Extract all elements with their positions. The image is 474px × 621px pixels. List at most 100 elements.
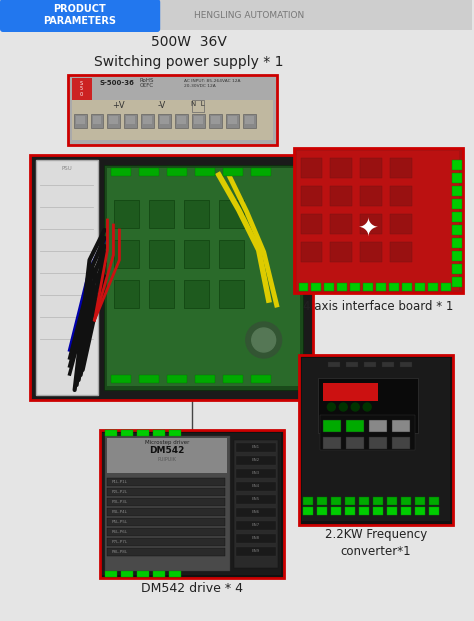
- Bar: [382, 362, 394, 367]
- Bar: [236, 482, 276, 491]
- Bar: [121, 430, 133, 436]
- Bar: [345, 497, 355, 505]
- Text: DM542: DM542: [149, 446, 185, 455]
- Bar: [331, 497, 341, 505]
- Bar: [301, 242, 322, 262]
- Text: EN9: EN9: [252, 549, 260, 553]
- Bar: [390, 242, 412, 262]
- Bar: [429, 497, 439, 505]
- Bar: [441, 283, 451, 291]
- Text: AC INPUT: 85-264VAC 12A: AC INPUT: 85-264VAC 12A: [184, 79, 241, 83]
- Bar: [219, 280, 244, 308]
- Text: -V: -V: [157, 101, 165, 110]
- Bar: [108, 498, 225, 506]
- Circle shape: [351, 403, 359, 411]
- Bar: [158, 114, 171, 128]
- Bar: [345, 507, 355, 515]
- Bar: [359, 507, 369, 515]
- Text: DM542 drive * 4: DM542 drive * 4: [141, 582, 243, 595]
- Bar: [167, 375, 187, 383]
- Text: 4 axis interface board * 1: 4 axis interface board * 1: [303, 300, 453, 313]
- Bar: [30, 155, 313, 400]
- Bar: [415, 507, 425, 515]
- Bar: [330, 158, 352, 178]
- Text: N  L: N L: [191, 101, 205, 107]
- Bar: [452, 238, 462, 248]
- Bar: [149, 200, 174, 228]
- Bar: [301, 158, 322, 178]
- Bar: [301, 358, 450, 521]
- Bar: [108, 168, 300, 386]
- Bar: [359, 497, 369, 505]
- Text: 2.2KW Frequency
converter*1: 2.2KW Frequency converter*1: [325, 528, 427, 558]
- Bar: [139, 375, 159, 383]
- Bar: [106, 430, 118, 436]
- Bar: [303, 507, 313, 515]
- Bar: [219, 200, 244, 228]
- Text: P4L-P4L: P4L-P4L: [111, 510, 128, 514]
- Bar: [72, 78, 91, 100]
- Bar: [330, 186, 352, 206]
- Bar: [311, 283, 321, 291]
- Bar: [211, 116, 220, 124]
- Bar: [251, 168, 271, 176]
- Bar: [127, 116, 136, 124]
- Bar: [108, 508, 225, 516]
- Bar: [143, 116, 152, 124]
- Text: EN4: EN4: [252, 484, 260, 488]
- Bar: [114, 240, 139, 268]
- Bar: [121, 571, 133, 577]
- Text: C€FC: C€FC: [139, 83, 154, 88]
- Bar: [228, 116, 237, 124]
- Bar: [72, 78, 273, 100]
- Bar: [108, 548, 225, 556]
- Bar: [139, 168, 159, 176]
- Text: EN2: EN2: [252, 458, 260, 462]
- Bar: [360, 186, 382, 206]
- Bar: [324, 283, 334, 291]
- Bar: [234, 440, 278, 568]
- Bar: [149, 280, 174, 308]
- Text: HENGLING AUTOMATION: HENGLING AUTOMATION: [194, 11, 304, 19]
- Bar: [92, 116, 101, 124]
- Text: PRODUCT
PARAMETERS: PRODUCT PARAMETERS: [43, 4, 116, 26]
- Bar: [236, 508, 276, 517]
- Bar: [184, 240, 209, 268]
- Text: S-500-36: S-500-36: [100, 80, 135, 86]
- Bar: [114, 200, 139, 228]
- Bar: [36, 160, 98, 395]
- Text: P5L-P5L: P5L-P5L: [111, 520, 128, 524]
- Bar: [192, 114, 205, 128]
- Bar: [177, 116, 186, 124]
- Bar: [323, 420, 341, 432]
- Bar: [160, 116, 169, 124]
- Bar: [184, 200, 209, 228]
- Bar: [102, 433, 281, 575]
- Text: P6L-P6L: P6L-P6L: [111, 530, 128, 534]
- Bar: [328, 362, 340, 367]
- Bar: [108, 438, 227, 473]
- Bar: [137, 571, 149, 577]
- Bar: [192, 100, 204, 112]
- Text: PSU: PSU: [61, 166, 72, 171]
- Bar: [320, 415, 415, 450]
- Bar: [111, 168, 131, 176]
- Circle shape: [339, 403, 347, 411]
- Bar: [175, 114, 188, 128]
- Text: +V: +V: [112, 101, 125, 110]
- Text: P1L-P1L: P1L-P1L: [111, 480, 128, 484]
- Bar: [415, 283, 425, 291]
- Bar: [337, 283, 347, 291]
- Bar: [108, 518, 225, 526]
- Bar: [236, 443, 276, 452]
- Bar: [360, 158, 382, 178]
- Bar: [236, 534, 276, 543]
- Circle shape: [246, 322, 282, 358]
- Bar: [297, 151, 459, 290]
- Text: ✦: ✦: [358, 218, 379, 242]
- Bar: [0, 0, 472, 30]
- Bar: [108, 488, 225, 496]
- FancyBboxPatch shape: [0, 0, 160, 32]
- Text: 500W  36V
Switching power supply * 1: 500W 36V Switching power supply * 1: [94, 35, 284, 69]
- Bar: [429, 507, 439, 515]
